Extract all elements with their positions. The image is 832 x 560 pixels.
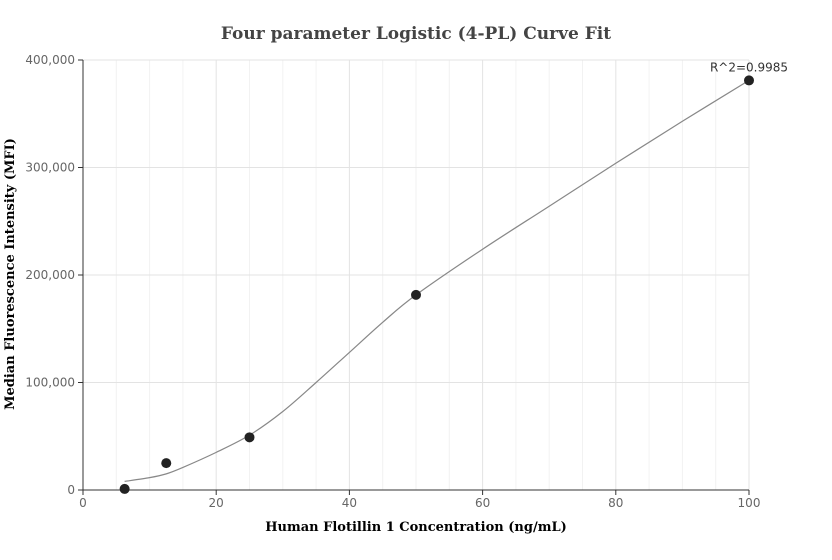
axes (78, 59, 750, 495)
data-point (119, 483, 130, 494)
fit-curve (124, 79, 750, 482)
data-point (411, 289, 421, 300)
data-point (744, 75, 754, 86)
y-tick-label: 0 (67, 483, 75, 497)
grid (83, 59, 750, 490)
x-tick-label: 60 (475, 496, 490, 510)
data-point (161, 458, 172, 469)
chart-title: Four parameter Logistic (4-PL) Curve Fit (221, 24, 611, 44)
x-axis-title: Human Flotillin 1 Concentration (ng/mL) (265, 520, 567, 535)
data-point (244, 432, 255, 443)
x-tick-label: 80 (608, 496, 623, 510)
r-squared-annotation: R^2=0.9985 (710, 60, 788, 74)
x-tick-label: 40 (342, 496, 357, 510)
y-tick-label: 100,000 (25, 376, 75, 390)
y-tick-label: 400,000 (25, 53, 75, 67)
y-tick-label: 200,000 (25, 268, 75, 282)
x-tick-label: 0 (79, 496, 87, 510)
y-tick-label: 300,000 (25, 161, 75, 175)
y-axis-title: Median Fluorescence Intensity (MFI) (3, 138, 18, 410)
x-tick-label: 20 (209, 496, 224, 510)
tick-labels: 0 100,000 200,000 300,000 400,000 0 20 40 60 80 10… (25, 53, 760, 510)
data-points (119, 75, 754, 494)
fit-curve-layer (124, 79, 750, 482)
x-tick-label: 100 (738, 496, 761, 510)
